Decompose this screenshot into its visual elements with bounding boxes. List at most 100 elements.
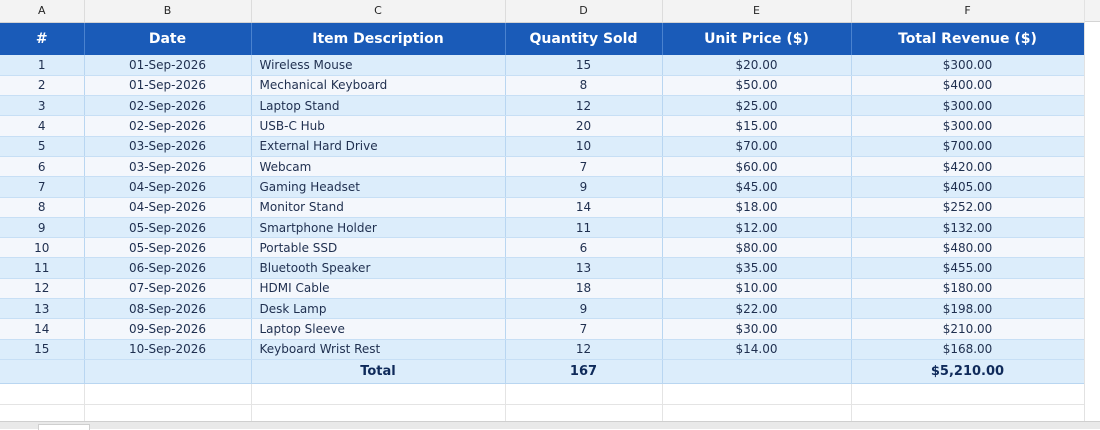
unit-price-cell[interactable]: $50.00: [662, 75, 852, 97]
total-row-empty-e[interactable]: [662, 359, 852, 384]
empty-cell[interactable]: [251, 383, 506, 405]
quantity-cell[interactable]: 8: [505, 75, 663, 97]
quantity-cell[interactable]: 12: [505, 95, 663, 117]
header-cell-number[interactable]: #: [0, 22, 85, 55]
header-cell-item-description[interactable]: Item Description: [251, 22, 506, 55]
item-description-cell[interactable]: Laptop Stand: [251, 95, 506, 117]
row-number-cell[interactable]: 14: [0, 318, 85, 340]
item-description-cell[interactable]: External Hard Drive: [251, 136, 506, 157]
item-description-cell[interactable]: Bluetooth Speaker: [251, 257, 506, 279]
quantity-cell[interactable]: 9: [505, 176, 663, 198]
total-revenue-cell[interactable]: $300.00: [851, 55, 1085, 76]
unit-price-cell[interactable]: $35.00: [662, 257, 852, 279]
quantity-cell[interactable]: 15: [505, 55, 663, 76]
total-revenue-cell[interactable]: $210.00: [851, 318, 1085, 340]
total-revenue-cell[interactable]: $420.00: [851, 156, 1085, 178]
row-number-cell[interactable]: 7: [0, 176, 85, 198]
date-cell[interactable]: 01-Sep-2026: [84, 55, 252, 76]
unit-price-cell[interactable]: $70.00: [662, 136, 852, 157]
quantity-cell[interactable]: 10: [505, 136, 663, 157]
header-cell-total-revenue[interactable]: Total Revenue ($): [851, 22, 1085, 55]
total-revenue-cell[interactable]: $455.00: [851, 257, 1085, 279]
item-description-cell[interactable]: Desk Lamp: [251, 298, 506, 320]
item-description-cell[interactable]: USB-C Hub: [251, 115, 506, 137]
total-revenue-cell[interactable]: $300.00: [851, 115, 1085, 137]
date-cell[interactable]: 01-Sep-2026: [84, 75, 252, 97]
sheet-tab[interactable]: [38, 424, 90, 430]
unit-price-cell[interactable]: $20.00: [662, 55, 852, 76]
total-revenue-cell[interactable]: $480.00: [851, 237, 1085, 259]
date-cell[interactable]: 07-Sep-2026: [84, 278, 252, 300]
unit-price-cell[interactable]: $60.00: [662, 156, 852, 178]
empty-cell[interactable]: [0, 383, 85, 405]
total-revenue-cell[interactable]: $132.00: [851, 217, 1085, 239]
column-header-d[interactable]: D: [505, 0, 663, 23]
total-revenue-cell[interactable]: $168.00: [851, 339, 1085, 360]
item-description-cell[interactable]: Smartphone Holder: [251, 217, 506, 239]
total-revenue-cell[interactable]: $180.00: [851, 278, 1085, 300]
row-number-cell[interactable]: 2: [0, 75, 85, 97]
date-cell[interactable]: 08-Sep-2026: [84, 298, 252, 320]
empty-cell[interactable]: [851, 383, 1085, 405]
row-number-cell[interactable]: 11: [0, 257, 85, 279]
quantity-cell[interactable]: 12: [505, 339, 663, 360]
row-number-cell[interactable]: 15: [0, 339, 85, 360]
total-revenue-cell[interactable]: $300.00: [851, 95, 1085, 117]
item-description-cell[interactable]: Keyboard Wrist Rest: [251, 339, 506, 360]
date-cell[interactable]: 04-Sep-2026: [84, 176, 252, 198]
item-description-cell[interactable]: Wireless Mouse: [251, 55, 506, 76]
column-header-e[interactable]: E: [662, 0, 852, 23]
unit-price-cell[interactable]: $12.00: [662, 217, 852, 239]
row-number-cell[interactable]: 10: [0, 237, 85, 259]
header-cell-date[interactable]: Date: [84, 22, 252, 55]
date-cell[interactable]: 02-Sep-2026: [84, 95, 252, 117]
quantity-cell[interactable]: 20: [505, 115, 663, 137]
quantity-cell[interactable]: 6: [505, 237, 663, 259]
quantity-cell[interactable]: 7: [505, 156, 663, 178]
unit-price-cell[interactable]: $80.00: [662, 237, 852, 259]
date-cell[interactable]: 05-Sep-2026: [84, 217, 252, 239]
total-revenue-cell[interactable]: $400.00: [851, 75, 1085, 97]
empty-cell[interactable]: [851, 404, 1085, 426]
row-number-cell[interactable]: 6: [0, 156, 85, 178]
item-description-cell[interactable]: Gaming Headset: [251, 176, 506, 198]
row-number-cell[interactable]: 3: [0, 95, 85, 117]
column-header-b[interactable]: B: [84, 0, 252, 23]
date-cell[interactable]: 03-Sep-2026: [84, 136, 252, 157]
date-cell[interactable]: 04-Sep-2026: [84, 197, 252, 218]
header-cell-unit-price[interactable]: Unit Price ($): [662, 22, 852, 55]
quantity-cell[interactable]: 13: [505, 257, 663, 279]
total-revenue-cell[interactable]: $252.00: [851, 197, 1085, 218]
unit-price-cell[interactable]: $10.00: [662, 278, 852, 300]
item-description-cell[interactable]: HDMI Cable: [251, 278, 506, 300]
unit-price-cell[interactable]: $25.00: [662, 95, 852, 117]
quantity-cell[interactable]: 14: [505, 197, 663, 218]
item-description-cell[interactable]: Portable SSD: [251, 237, 506, 259]
item-description-cell[interactable]: Mechanical Keyboard: [251, 75, 506, 97]
quantity-cell[interactable]: 11: [505, 217, 663, 239]
row-number-cell[interactable]: 4: [0, 115, 85, 137]
row-number-cell[interactable]: 8: [0, 197, 85, 218]
empty-cell[interactable]: [505, 383, 663, 405]
quantity-cell[interactable]: 9: [505, 298, 663, 320]
total-label-cell[interactable]: Total: [251, 359, 506, 384]
row-number-cell[interactable]: 9: [0, 217, 85, 239]
unit-price-cell[interactable]: $45.00: [662, 176, 852, 198]
date-cell[interactable]: 09-Sep-2026: [84, 318, 252, 340]
unit-price-cell[interactable]: $22.00: [662, 298, 852, 320]
total-revenue-sum-cell[interactable]: $5,210.00: [851, 359, 1085, 384]
item-description-cell[interactable]: Laptop Sleeve: [251, 318, 506, 340]
quantity-cell[interactable]: 18: [505, 278, 663, 300]
unit-price-cell[interactable]: $14.00: [662, 339, 852, 360]
date-cell[interactable]: 02-Sep-2026: [84, 115, 252, 137]
column-header-c[interactable]: C: [251, 0, 506, 23]
date-cell[interactable]: 05-Sep-2026: [84, 237, 252, 259]
total-revenue-cell[interactable]: $198.00: [851, 298, 1085, 320]
row-number-cell[interactable]: 12: [0, 278, 85, 300]
date-cell[interactable]: 06-Sep-2026: [84, 257, 252, 279]
unit-price-cell[interactable]: $30.00: [662, 318, 852, 340]
total-revenue-cell[interactable]: $405.00: [851, 176, 1085, 198]
unit-price-cell[interactable]: $18.00: [662, 197, 852, 218]
total-row-empty-a[interactable]: [0, 359, 85, 384]
header-cell-quantity-sold[interactable]: Quantity Sold: [505, 22, 663, 55]
